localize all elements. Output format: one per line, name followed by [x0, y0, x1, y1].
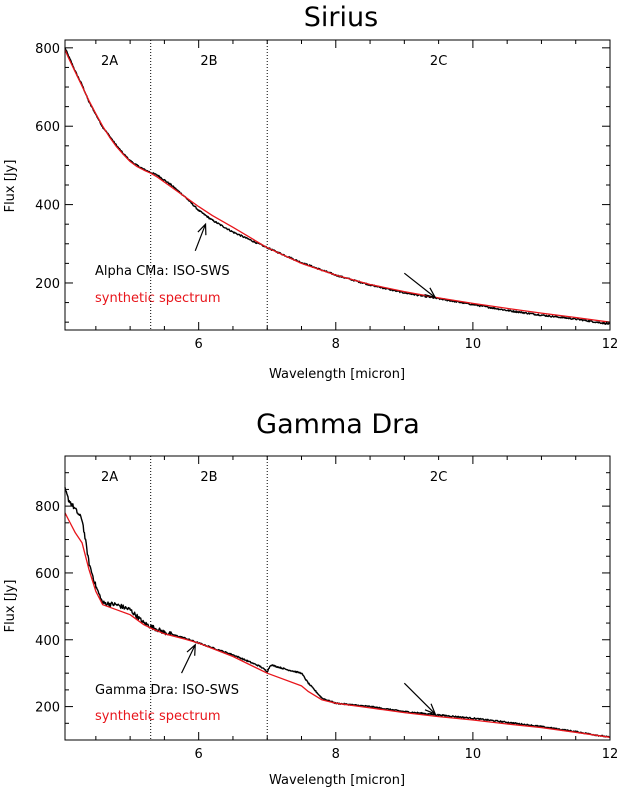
gamma-dra-chart: Gamma Dra Flux [Jy] Wavelength [micron] … — [3, 409, 618, 788]
x-tick-label: 8 — [332, 747, 340, 762]
band-label: 2A — [101, 54, 118, 69]
observed-spectrum-line — [64, 487, 611, 739]
x-tick-label: 6 — [195, 337, 203, 352]
annotation-arrow — [194, 223, 207, 252]
x-axis-label: Wavelength [micron] — [269, 367, 405, 382]
x-tick-label: 12 — [602, 747, 618, 762]
y-tick-label: 600 — [35, 567, 60, 582]
x-tick-label: 12 — [602, 337, 618, 352]
y-tick-label: 200 — [35, 701, 60, 716]
synthetic-spectrum-line — [64, 49, 611, 323]
annotation-arrowhead — [186, 643, 196, 656]
annotation-arrowhead — [424, 703, 437, 716]
y-tick-label: 800 — [35, 42, 60, 57]
band-label: 2B — [200, 54, 217, 69]
y-tick-label: 400 — [35, 199, 60, 214]
y-axis-label: Flux [Jy] — [3, 160, 18, 213]
plot-frame — [64, 39, 611, 331]
x-tick-label: 10 — [465, 337, 482, 352]
x-tick-label: 10 — [465, 747, 482, 762]
band-label: 2B — [200, 470, 217, 485]
annotation-arrowhead — [424, 287, 437, 299]
sirius-chart: Sirius Flux [Jy] Wavelength [micron] Alp… — [3, 2, 618, 382]
legend-observed-label: Alpha CMa: ISO-SWS — [95, 264, 230, 279]
y-tick-label: 600 — [35, 120, 60, 135]
x-tick-label: 6 — [195, 747, 203, 762]
legend-synthetic-label: synthetic spectrum — [95, 709, 221, 724]
band-label: 2C — [430, 54, 447, 69]
y-tick-label: 200 — [35, 277, 60, 292]
band-label: 2A — [101, 470, 118, 485]
x-axis-label: Wavelength [micron] — [269, 773, 405, 788]
x-tick-label: 8 — [332, 337, 340, 352]
annotation-arrow — [403, 682, 436, 715]
y-tick-label: 400 — [35, 634, 60, 649]
legend-observed-label: Gamma Dra: ISO-SWS — [95, 683, 239, 698]
annotation-arrow — [403, 272, 436, 298]
annotation-arrow — [181, 644, 196, 674]
observed-spectrum-line — [64, 47, 611, 325]
band-label: 2C — [430, 470, 447, 485]
legend-synthetic-label: synthetic spectrum — [95, 291, 221, 306]
chart-title: Gamma Dra — [256, 409, 420, 440]
synthetic-spectrum-line — [64, 512, 611, 738]
plot-frame — [64, 455, 611, 741]
y-tick-label: 800 — [35, 500, 60, 515]
annotation-arrowhead — [197, 222, 207, 236]
y-axis-label: Flux [Jy] — [3, 580, 18, 633]
chart-title: Sirius — [304, 2, 378, 33]
